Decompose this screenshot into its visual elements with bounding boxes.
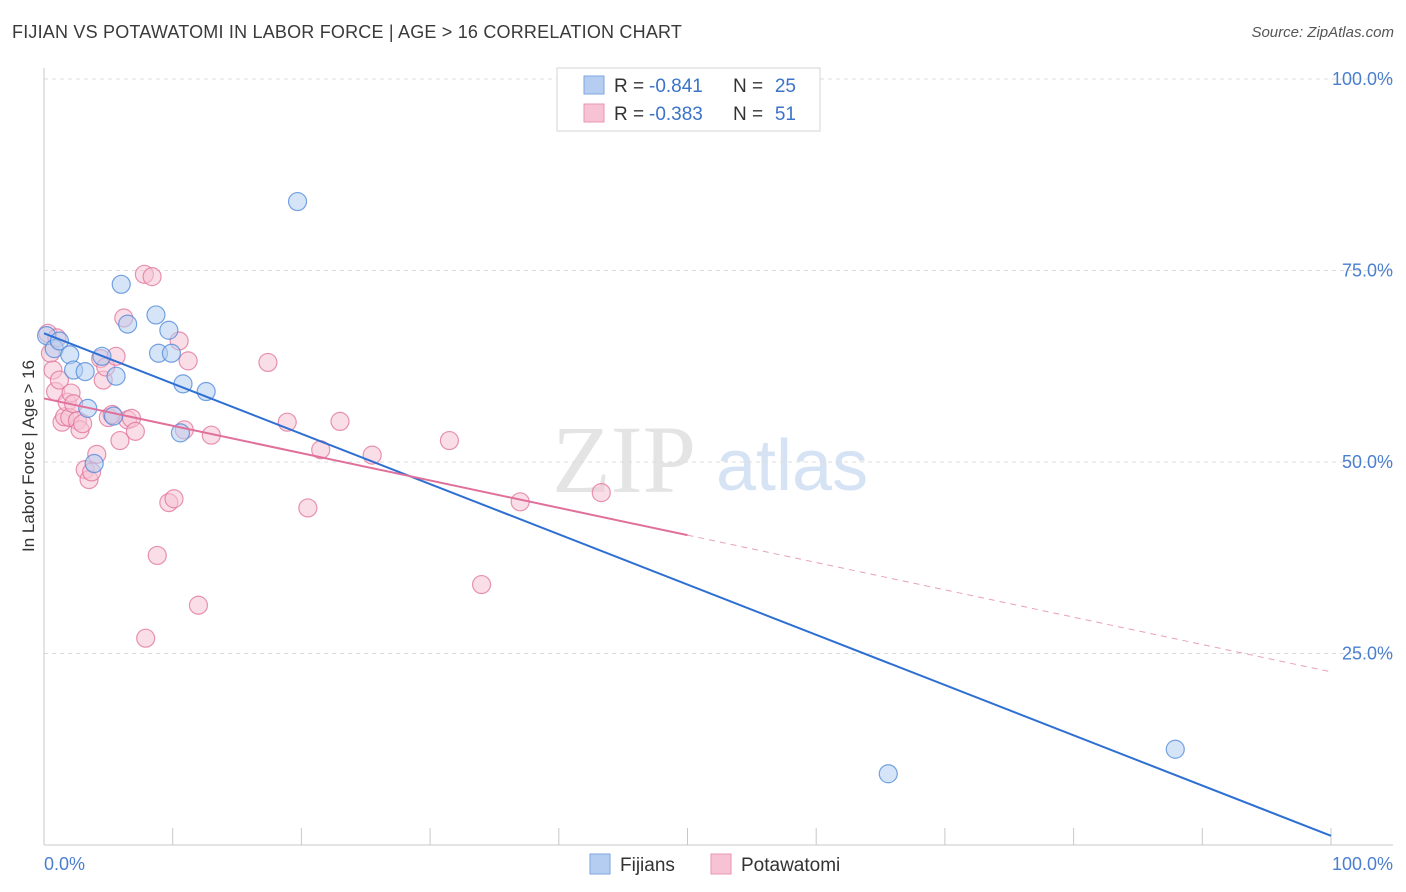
y-tick-label-0: 100.0% xyxy=(1332,69,1393,89)
y-tick-label-3: 25.0% xyxy=(1342,644,1393,664)
legend-r-label-2: R = xyxy=(614,104,644,125)
fijians-point-13 xyxy=(146,305,166,325)
legend-r-value-1: -0.841 xyxy=(649,76,703,97)
fijians-point-5 xyxy=(75,362,95,382)
legend-n-label-1: N = xyxy=(733,76,763,97)
series-label-potawatomi: Potawatomi xyxy=(741,855,840,876)
potawatomi-point-49 xyxy=(591,483,611,503)
potawatomi-point-34 xyxy=(164,489,184,509)
legend-r-label-1: R = xyxy=(614,76,644,97)
fijians-trend-line xyxy=(43,332,1332,837)
trend-lines xyxy=(43,332,1332,837)
fijians-point-11 xyxy=(111,274,131,294)
potawatomi-point-38 xyxy=(188,595,209,615)
potawatomi-point-46 xyxy=(439,430,460,451)
chart-source: Source: ZipAtlas.com xyxy=(1251,24,1394,41)
potawatomi-trend-line xyxy=(43,397,688,537)
correlation-legend: R = -0.841 N = 25 R = -0.383 N = 51 xyxy=(556,67,821,132)
series-swatch-potawatomi xyxy=(710,853,732,875)
fijians-point-12 xyxy=(118,314,138,334)
potawatomi-point-5 xyxy=(49,370,70,390)
potawatomi-point-29 xyxy=(125,421,145,441)
fijians-point-21 xyxy=(878,764,898,784)
legend-swatch-fijians xyxy=(583,75,605,95)
fijians-point-19 xyxy=(196,381,216,402)
potawatomi-point-40 xyxy=(258,352,278,373)
x-tick-label-right: 100.0% xyxy=(1332,854,1393,874)
fijians-points xyxy=(36,191,1185,784)
chart-title: FIJIAN VS POTAWATOMI IN LABOR FORCE | AG… xyxy=(12,22,683,42)
y-axis-label: In Labor Force | Age > 16 xyxy=(19,360,38,552)
fijians-point-2 xyxy=(49,331,70,351)
y-tick-label-1: 75.0% xyxy=(1342,261,1393,281)
potawatomi-point-25 xyxy=(110,430,130,451)
fijians-point-10 xyxy=(106,366,126,386)
y-tick-labels: 100.0% 75.0% 50.0% 25.0% xyxy=(1332,69,1393,664)
x-tick-label-left: 0.0% xyxy=(44,854,85,874)
series-label-fijians: Fijians xyxy=(620,855,675,876)
legend-n-label-2: N = xyxy=(733,104,763,125)
fijians-point-20 xyxy=(287,191,308,212)
legend-r-value-2: -0.383 xyxy=(649,104,703,125)
potawatomi-point-50 xyxy=(136,628,156,648)
fijians-point-22 xyxy=(1165,739,1185,759)
legend-n-value-2: 51 xyxy=(775,104,796,125)
potawatomi-point-32 xyxy=(147,545,167,566)
fijians-point-15 xyxy=(159,320,179,340)
potawatomi-point-31 xyxy=(142,267,162,287)
gridlines xyxy=(44,78,1393,654)
fijians-point-9 xyxy=(103,406,124,426)
x-axis-ticks xyxy=(43,828,1332,845)
watermark: ZIP atlas xyxy=(552,406,868,513)
potawatomi-point-47 xyxy=(471,574,492,595)
watermark-zip: ZIP xyxy=(552,406,696,513)
potawatomi-point-42 xyxy=(298,498,318,518)
fijians-point-7 xyxy=(84,453,104,474)
potawatomi-trend-extension xyxy=(687,534,1332,673)
potawatomi-point-44 xyxy=(330,411,350,432)
legend-swatch-potawatomi xyxy=(583,103,605,123)
potawatomi-point-37 xyxy=(178,351,198,371)
legend-n-value-1: 25 xyxy=(775,76,796,97)
watermark-atlas: atlas xyxy=(716,426,868,506)
fijians-point-16 xyxy=(161,343,182,363)
series-swatch-fijians xyxy=(589,853,611,875)
y-tick-label-2: 50.0% xyxy=(1342,452,1393,472)
series-legend: Fijians Potawatomi xyxy=(589,853,840,876)
